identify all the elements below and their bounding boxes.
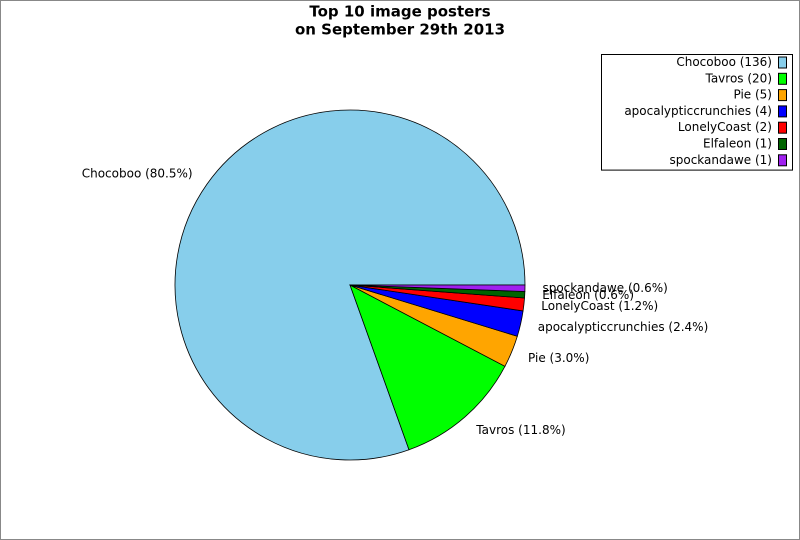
slice-label: Tavros (11.8%)	[475, 423, 565, 437]
legend-label: Tavros (20)	[704, 71, 772, 85]
legend-label: apocalypticcrunchies (4)	[624, 104, 772, 118]
legend-swatch	[778, 138, 787, 150]
legend-swatch	[778, 121, 787, 134]
legend-swatch	[778, 56, 787, 69]
slice-label: Pie (3.0%)	[528, 351, 589, 365]
legend-swatch	[778, 72, 787, 85]
legend-label: spockandawe (1)	[670, 153, 773, 167]
pie-slice	[349, 284, 526, 292]
slice-label: Elfaleon (0.6%)	[542, 288, 634, 302]
slice-label: Chocoboo (80.5%)	[82, 167, 193, 181]
chart-title: Top 10 image posters	[309, 3, 490, 21]
legend-box	[601, 54, 793, 171]
pie-slice	[349, 284, 506, 451]
legend-label: Elfaleon (1)	[703, 137, 772, 151]
legend-swatch	[778, 105, 787, 118]
legend-swatch	[778, 89, 787, 102]
slice-label: LonelyCoast (1.2%)	[541, 299, 658, 313]
legend-label: LonelyCoast (2)	[678, 120, 772, 134]
slice-label: spockandawe (0.6%)	[542, 281, 667, 295]
legend-label: Pie (5)	[733, 88, 772, 102]
slice-label: apocalypticcrunchies (2.4%)	[538, 320, 709, 334]
legend-swatch	[778, 154, 787, 167]
chart-title: on September 29th 2013	[295, 21, 505, 39]
legend-label: Chocoboo (136)	[676, 55, 772, 69]
